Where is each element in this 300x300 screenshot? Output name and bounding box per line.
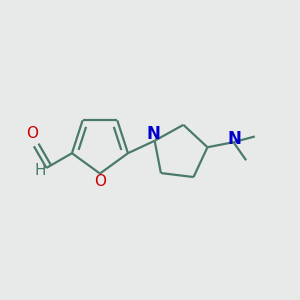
Text: N: N	[146, 125, 160, 143]
Text: H: H	[34, 164, 46, 178]
Text: O: O	[26, 126, 38, 141]
Text: N: N	[227, 130, 241, 148]
Text: O: O	[94, 174, 106, 189]
